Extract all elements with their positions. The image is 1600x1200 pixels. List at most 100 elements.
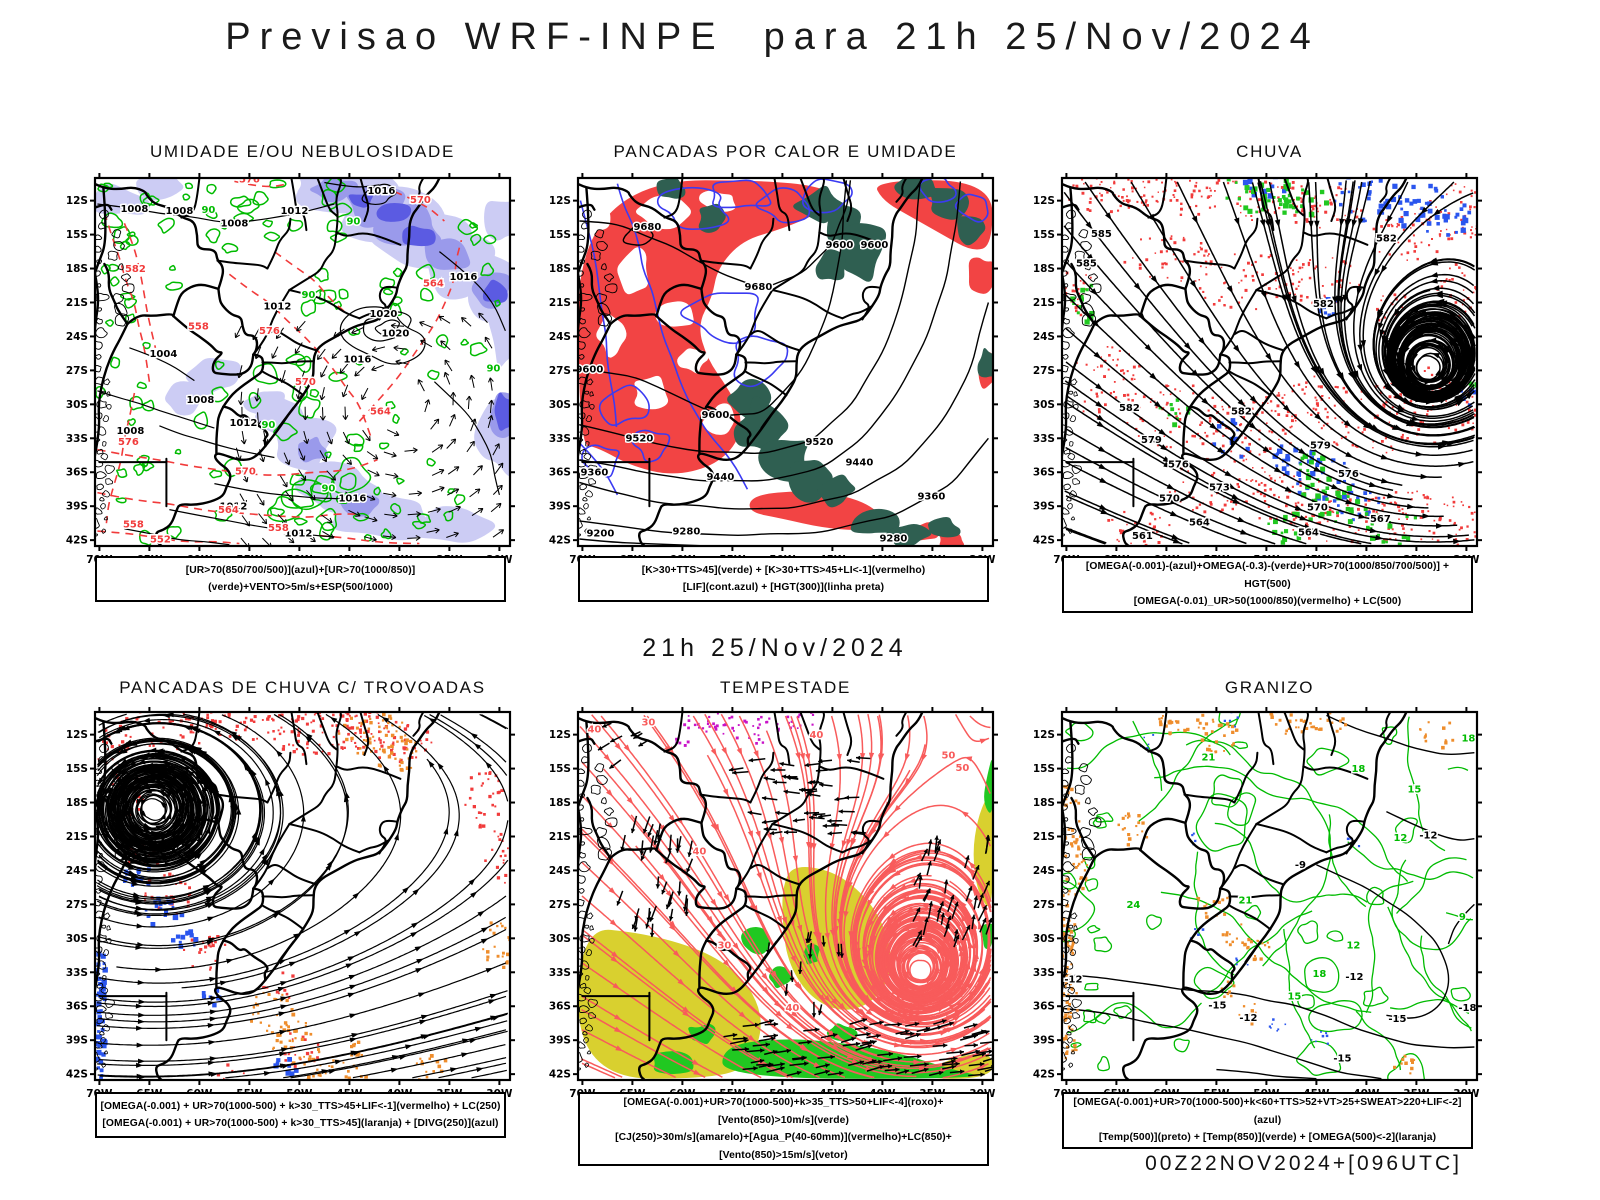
svg-text:36S: 36S: [549, 467, 571, 479]
svg-text:42S: 42S: [66, 1069, 88, 1081]
svg-text:558: 558: [188, 322, 209, 333]
svg-text:39S: 39S: [66, 501, 88, 513]
map-tempestade: 403040505040304012S15S18S21S24S27S30S33S…: [547, 706, 999, 1104]
map-umidade: 1008 100810081012101610161020102010161004…: [64, 172, 516, 570]
svg-text:39S: 39S: [549, 501, 571, 513]
svg-text:21S: 21S: [1033, 297, 1055, 309]
svg-text:27S: 27S: [66, 899, 88, 911]
svg-text:570: 570: [235, 467, 256, 478]
svg-text:9200: 9200: [586, 529, 614, 540]
svg-text:558: 558: [268, 523, 289, 534]
svg-text:564: 564: [1189, 517, 1210, 528]
svg-text:-15: -15: [1333, 1054, 1351, 1065]
svg-text:33S: 33S: [66, 967, 88, 979]
svg-text:582: 582: [1119, 403, 1140, 414]
svg-text:33S: 33S: [549, 967, 571, 979]
svg-text:576: 576: [1168, 460, 1189, 471]
svg-text:582: 582: [1313, 299, 1334, 310]
svg-text:12S: 12S: [1033, 195, 1055, 207]
caption-line: [Temp(500)](preto) + [Temp(850)](verde) …: [1099, 1129, 1436, 1147]
svg-text:564: 564: [370, 407, 391, 418]
svg-text:39S: 39S: [1033, 501, 1055, 513]
svg-text:50: 50: [955, 763, 969, 774]
svg-text:21: 21: [1238, 895, 1252, 906]
svg-text:-15: -15: [1388, 1014, 1406, 1025]
svg-text:39S: 39S: [1033, 1035, 1055, 1047]
svg-text:24S: 24S: [66, 331, 88, 343]
caption-box-pancadas: [K>30+TTS>45](verde) + [K>30+TTS>45+LI<-…: [578, 556, 989, 602]
svg-text:90: 90: [346, 216, 360, 227]
svg-text:1008: 1008: [116, 426, 144, 437]
page-title: Previsao WRF-INPE para 21h 25/Nov/2024: [0, 16, 1545, 59]
svg-text:9600: 9600: [825, 240, 853, 251]
svg-text:582: 582: [125, 264, 146, 275]
svg-text:39S: 39S: [66, 1035, 88, 1047]
svg-text:90: 90: [321, 484, 335, 495]
svg-text:1016: 1016: [343, 355, 371, 366]
svg-text:30S: 30S: [549, 933, 571, 945]
caption-box-tempestade: [OMEGA(-0.001)+UR>70(1000-500)+k>35_TTS>…: [578, 1092, 989, 1166]
svg-text:90: 90: [486, 364, 500, 375]
svg-text:582: 582: [1231, 407, 1252, 418]
svg-text:9280: 9280: [879, 533, 907, 544]
caption-line: [LIF](cont.azul) + [HGT(300)](linha pret…: [683, 579, 884, 597]
svg-text:12S: 12S: [66, 729, 88, 741]
svg-text:21S: 21S: [66, 297, 88, 309]
panel-title-pancadas: PANCADAS POR CALOR E UMIDADE: [578, 142, 993, 162]
svg-text:21: 21: [1201, 753, 1215, 764]
svg-text:18S: 18S: [549, 797, 571, 809]
svg-text:1016: 1016: [449, 272, 477, 283]
caption-line: [OMEGA(-0.01)_UR>50(1000/850)(vermelho) …: [1134, 593, 1402, 611]
svg-text:36S: 36S: [66, 467, 88, 479]
svg-text:18: 18: [1351, 764, 1365, 775]
svg-text:9520: 9520: [805, 437, 833, 448]
caption-line: [OMEGA(-0.001) + UR>70(1000-500) + k>30_…: [102, 1115, 498, 1133]
svg-text:1008: 1008: [186, 395, 214, 406]
svg-text:18: 18: [1461, 733, 1475, 744]
svg-text:15S: 15S: [549, 763, 571, 775]
svg-text:42S: 42S: [66, 535, 88, 547]
svg-text:21S: 21S: [549, 831, 571, 843]
svg-text:24: 24: [1126, 900, 1140, 911]
caption-line: [UR>70(850/700/500)](azul)+[UR>70(1000/8…: [97, 562, 504, 597]
svg-text:-12: -12: [1064, 975, 1082, 986]
svg-text:1004: 1004: [149, 349, 177, 360]
svg-text:18S: 18S: [1033, 797, 1055, 809]
svg-text:27S: 27S: [66, 365, 88, 377]
svg-text:42S: 42S: [549, 535, 571, 547]
svg-text:9600: 9600: [701, 410, 729, 421]
svg-text:33S: 33S: [1033, 433, 1055, 445]
svg-text:-15: -15: [1208, 1001, 1226, 1012]
svg-text:90: 90: [261, 420, 275, 431]
svg-text:579: 579: [1141, 435, 1162, 446]
svg-text:24S: 24S: [1033, 865, 1055, 877]
svg-text:1008: 1008: [120, 204, 148, 215]
svg-text:564: 564: [423, 279, 444, 290]
valid-time-label: 21h 25/Nov/2024: [0, 634, 1550, 663]
svg-text:1008: 1008: [165, 206, 193, 217]
svg-text:40: 40: [587, 724, 601, 735]
svg-text:9680: 9680: [744, 282, 772, 293]
svg-text:21S: 21S: [66, 831, 88, 843]
svg-text:1016: 1016: [367, 186, 395, 197]
svg-text:561: 561: [1132, 531, 1153, 542]
svg-text:15S: 15S: [66, 229, 88, 241]
svg-text:30S: 30S: [549, 399, 571, 411]
svg-text:30S: 30S: [66, 399, 88, 411]
svg-text:18S: 18S: [549, 263, 571, 275]
svg-text:585: 585: [1076, 258, 1097, 269]
svg-text:30S: 30S: [1033, 933, 1055, 945]
svg-text:-12: -12: [1419, 831, 1437, 842]
svg-text:-18: -18: [1458, 1003, 1476, 1014]
svg-text:9: 9: [1459, 912, 1466, 923]
svg-text:576: 576: [259, 326, 280, 337]
svg-text:15: 15: [1287, 991, 1301, 1002]
model-run-label: 00Z22NOV2024+[096UTC]: [1145, 1152, 1462, 1176]
svg-text:36S: 36S: [549, 1001, 571, 1013]
svg-text:570: 570: [1307, 503, 1328, 514]
panel-title-granizo: GRANIZO: [1062, 678, 1477, 698]
svg-text:27S: 27S: [1033, 365, 1055, 377]
svg-text:9600: 9600: [860, 240, 888, 251]
